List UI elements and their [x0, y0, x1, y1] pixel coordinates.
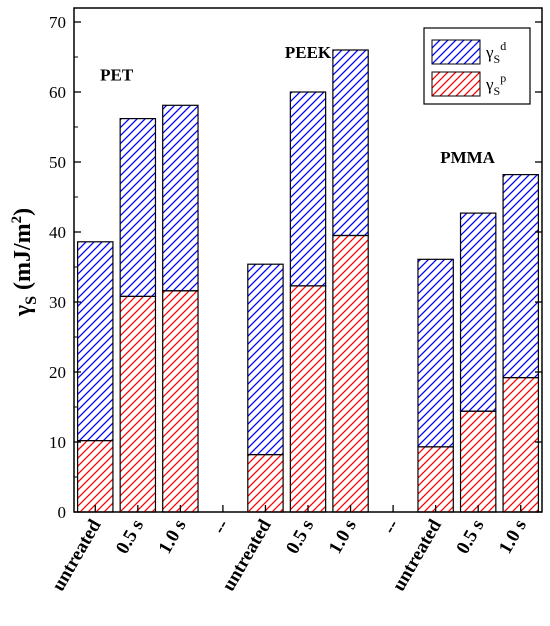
x-category-label: 0.5 s [282, 516, 318, 558]
x-category-label: -- [209, 516, 234, 537]
legend-swatch [431, 39, 481, 65]
x-category-label: 0.5 s [112, 516, 148, 558]
bar-p-pet-0 [77, 440, 114, 513]
bar-d-pet-2 [162, 104, 199, 292]
bar-p-pmma-1 [459, 410, 497, 513]
bar-d-pet-0 [77, 241, 114, 442]
x-category-label: untreated [48, 516, 106, 595]
legend-label: γSd [485, 39, 506, 66]
legend: γSd γSp [423, 27, 531, 105]
bar-d-pmma-0 [417, 258, 454, 448]
group-label-pet: PET [100, 66, 134, 85]
bar-p-peek-1 [289, 285, 327, 513]
x-category-label: 1.0 s [495, 516, 531, 558]
group-label-peek: PEEK [285, 43, 332, 62]
x-axis: untreated 0.5 s 1.0 s --untreated 0.5 s 1.0 s… [48, 505, 531, 595]
y-tick-label: 20 [49, 363, 66, 382]
x-category-label: 1.0 s [155, 516, 191, 558]
y-tick-label: 70 [49, 13, 66, 32]
legend-swatch [431, 71, 481, 97]
bar-d-peek-0 [247, 263, 284, 456]
y-axis-label: γS (mJ/m2) [9, 208, 40, 317]
y-tick-label: 50 [49, 153, 66, 172]
bar-d-peek-1 [289, 91, 327, 287]
bar-p-pmma-0 [417, 446, 454, 513]
bar-p-pmma-2 [502, 377, 539, 513]
bar-d-pmma-1 [459, 212, 497, 412]
y-tick-label: 60 [49, 83, 66, 102]
y-tick-label: 40 [49, 223, 66, 242]
bar-p-peek-0 [247, 454, 284, 513]
x-category-label: 1.0 s [325, 516, 361, 558]
bar-d-pet-1 [119, 117, 157, 298]
bar-p-pet-1 [119, 295, 157, 513]
bar-p-peek-2 [332, 234, 369, 513]
x-category-label: 0.5 s [452, 516, 488, 558]
group-labels: PET PEEK PMMA [100, 43, 496, 167]
group-label-pmma: PMMA [440, 148, 495, 167]
y-axis: 0 10 20 30 40 50 60 70 [49, 13, 542, 522]
bar-d-peek-2 [332, 49, 369, 237]
y-tick-label: 0 [58, 503, 67, 522]
bar-d-pmma-2 [502, 174, 539, 379]
y-tick-label: 10 [49, 433, 66, 452]
bar-p-pet-2 [162, 290, 199, 513]
y-tick-label: 30 [49, 293, 66, 312]
x-category-label: -- [379, 516, 404, 537]
bars-layer [77, 49, 539, 513]
legend-label: γSp [485, 71, 506, 98]
